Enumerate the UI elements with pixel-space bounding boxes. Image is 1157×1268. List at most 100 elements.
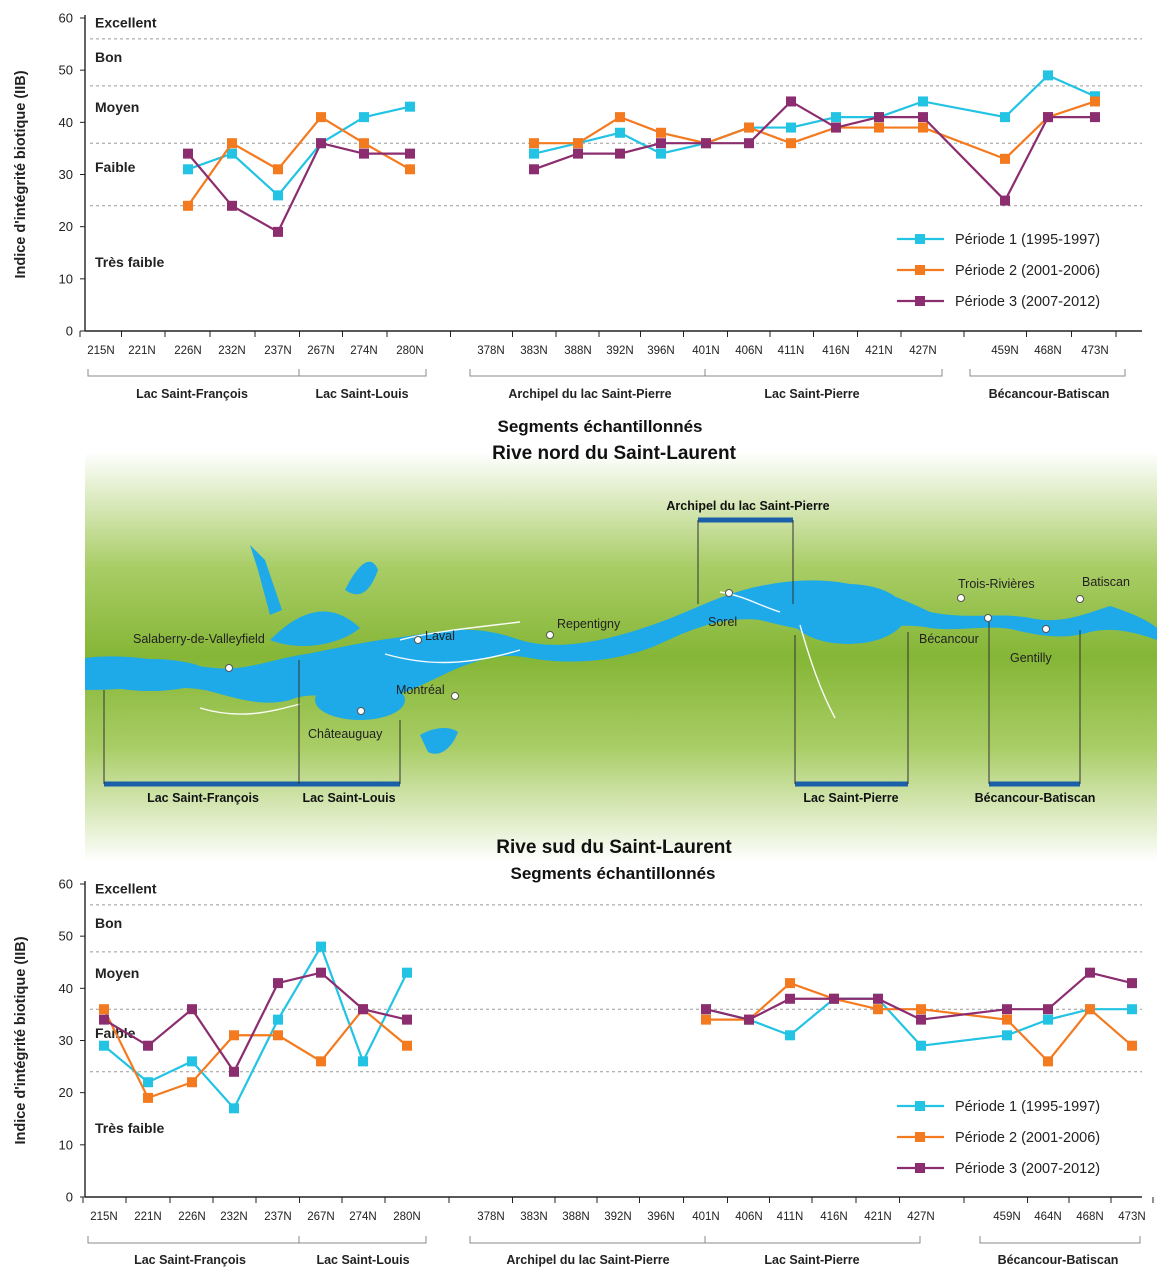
data-point-p1 bbox=[916, 1040, 926, 1051]
x-tick-label: 267N bbox=[307, 1211, 335, 1223]
x-tick-label: 237N bbox=[264, 1211, 292, 1223]
data-point-p2 bbox=[918, 122, 928, 133]
data-point-p3 bbox=[1127, 978, 1137, 989]
y-axis-title: Indice d'intégrité biotique (IIB) bbox=[13, 936, 29, 1144]
map-label-archipel: Archipel du lac Saint-Pierre bbox=[666, 499, 829, 513]
data-point-p1 bbox=[187, 1056, 197, 1067]
data-point-p2 bbox=[1090, 96, 1100, 107]
data-point-p1 bbox=[918, 96, 928, 107]
y-tick-label: 50 bbox=[59, 929, 73, 944]
band-label: Bon bbox=[95, 49, 122, 65]
x-tick-label: 237N bbox=[264, 345, 292, 357]
region-bracket bbox=[979, 1236, 1141, 1244]
region-brackets-bottom bbox=[103, 622, 1081, 787]
data-point-p3 bbox=[316, 967, 326, 978]
city-label: Laval bbox=[425, 629, 455, 643]
legend-label: Période 2 (2001-2006) bbox=[955, 263, 1100, 279]
x-tick-label: 464N bbox=[1034, 1211, 1062, 1223]
data-point-p2 bbox=[873, 1004, 883, 1015]
data-point-p3 bbox=[99, 1014, 109, 1025]
region-label: Bécancour-Batiscan bbox=[998, 1253, 1119, 1267]
city-label: Gentilly bbox=[1010, 651, 1052, 665]
data-point-p1 bbox=[273, 190, 283, 201]
data-point-p2 bbox=[405, 164, 415, 175]
north-x-axis-title: Segments échantillonnés bbox=[498, 417, 703, 436]
data-point-p3 bbox=[615, 148, 625, 159]
x-tick-label: 473N bbox=[1118, 1211, 1146, 1223]
data-point-p2 bbox=[744, 122, 754, 133]
x-tick-label: 274N bbox=[350, 345, 378, 357]
city-marker bbox=[725, 589, 733, 597]
data-point-p3 bbox=[529, 164, 539, 175]
data-point-p3 bbox=[916, 1014, 926, 1025]
data-point-p3 bbox=[273, 978, 283, 989]
data-point-p3 bbox=[744, 1014, 754, 1025]
data-point-p1 bbox=[1043, 70, 1053, 81]
data-point-p1 bbox=[1002, 1030, 1012, 1041]
city-marker bbox=[414, 636, 422, 644]
band-label: Bon bbox=[95, 915, 122, 931]
region-label: Archipel du lac Saint-Pierre bbox=[508, 387, 671, 401]
y-tick-label: 40 bbox=[59, 981, 73, 996]
band-label: Excellent bbox=[95, 14, 157, 30]
y-tick-label: 10 bbox=[59, 1137, 73, 1152]
city-marker bbox=[451, 692, 459, 700]
region-label: Lac Saint-François bbox=[136, 387, 248, 401]
data-point-p3 bbox=[1085, 967, 1095, 978]
y-tick-label: 0 bbox=[66, 324, 73, 339]
y-tick-label: 60 bbox=[59, 11, 73, 26]
city-label: Repentigny bbox=[557, 617, 621, 631]
data-point-p3 bbox=[1002, 1004, 1012, 1015]
y-tick-label: 30 bbox=[59, 167, 73, 182]
series-line-p2 bbox=[103, 1007, 408, 1100]
map-label-lac-saint-louis: Lac Saint-Louis bbox=[302, 791, 395, 805]
series-line-p2 bbox=[187, 115, 411, 207]
x-tick-label: 215N bbox=[90, 1211, 118, 1223]
data-point-p1 bbox=[785, 1030, 795, 1041]
x-tick-label: 421N bbox=[865, 345, 893, 357]
lake-saint-louis-water bbox=[315, 680, 405, 720]
x-tick-label: 392N bbox=[606, 345, 634, 357]
x-tick-label: 473N bbox=[1081, 345, 1109, 357]
data-point-p2 bbox=[1085, 1004, 1095, 1015]
band-label: Moyen bbox=[95, 965, 139, 981]
data-point-p3 bbox=[744, 138, 754, 149]
x-tick-label: 378N bbox=[477, 1211, 505, 1223]
x-tick-label: 232N bbox=[220, 1211, 248, 1223]
data-point-p2 bbox=[273, 1030, 283, 1041]
x-tick-label: 221N bbox=[128, 345, 156, 357]
band-label: Moyen bbox=[95, 99, 139, 115]
data-point-p3 bbox=[786, 96, 796, 107]
data-point-p3 bbox=[873, 993, 883, 1004]
x-tick-label: 388N bbox=[562, 1211, 590, 1223]
x-tick-label: 226N bbox=[174, 345, 202, 357]
region-bracket bbox=[704, 1236, 921, 1244]
map-label-lac-saint-pierre: Lac Saint-Pierre bbox=[803, 791, 898, 805]
x-tick-label: 427N bbox=[909, 345, 937, 357]
data-point-p3 bbox=[187, 1004, 197, 1015]
city-label: Montréal bbox=[396, 683, 445, 697]
data-point-p3 bbox=[656, 138, 666, 149]
data-point-p2 bbox=[573, 138, 583, 149]
data-point-p2 bbox=[402, 1040, 412, 1051]
city-label: Châteauguay bbox=[308, 727, 383, 741]
data-point-p3 bbox=[402, 1014, 412, 1025]
data-point-p2 bbox=[1000, 153, 1010, 164]
city-markers bbox=[225, 589, 1084, 715]
data-point-p2 bbox=[701, 1014, 711, 1025]
data-point-p2 bbox=[785, 978, 795, 989]
lake-deux-montagnes bbox=[270, 611, 360, 647]
data-point-p3 bbox=[1000, 195, 1010, 206]
y-tick-label: 20 bbox=[59, 1085, 73, 1100]
x-tick-label: 459N bbox=[991, 345, 1019, 357]
data-point-p2 bbox=[227, 138, 237, 149]
data-point-p1 bbox=[183, 164, 193, 175]
x-tick-label: 232N bbox=[218, 345, 246, 357]
lake-saint-pierre-water bbox=[790, 584, 906, 644]
city-marker bbox=[225, 664, 233, 672]
river-north-branch bbox=[345, 561, 378, 595]
data-point-p2 bbox=[1127, 1040, 1137, 1051]
map-label-becancour-batiscan: Bécancour-Batiscan bbox=[975, 791, 1096, 805]
y-tick-label: 30 bbox=[59, 1033, 73, 1048]
